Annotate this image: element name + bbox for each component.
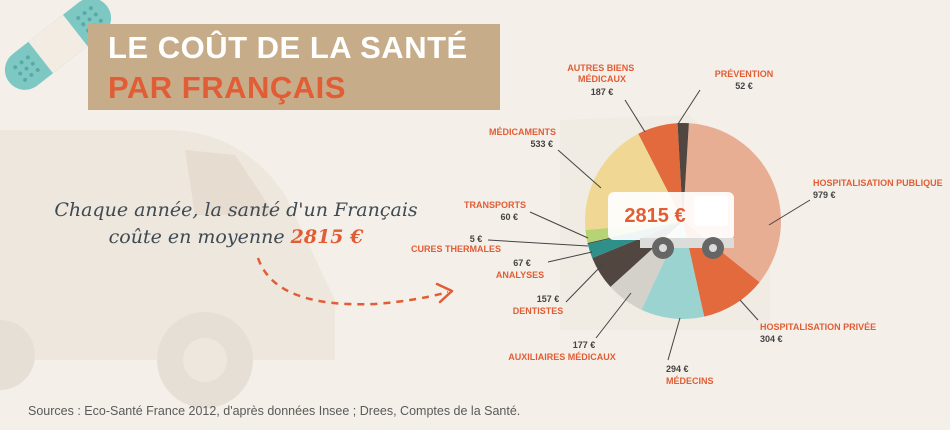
pie-slice-11 — [677, 122, 689, 221]
leader-line — [547, 251, 593, 263]
sources-note: Sources : Eco-Santé France 2012, d'après… — [28, 404, 521, 418]
leader-line — [529, 211, 589, 239]
pie-slice-3 — [641, 221, 705, 319]
leader-line — [768, 199, 811, 226]
slice-label: AUXILIAIRES MÉDICAUX — [508, 352, 616, 362]
slice-value-label: 52 € — [735, 81, 753, 91]
leader-line — [667, 317, 681, 361]
slice-value-label: 304 € — [760, 334, 783, 344]
intro-line2: coûte en moyenne — [108, 226, 285, 248]
slice-label: MÉDICAMENTS — [489, 127, 556, 137]
slice-value-label: 67 € — [513, 258, 531, 268]
title-line1: LE COÛT DE LA SANTÉ — [108, 30, 468, 65]
intro-line1: Chaque année, la santé d'un Français — [54, 199, 418, 221]
slice-label: CURES THERMALES — [411, 244, 501, 254]
slice-value-label: 187 € — [591, 87, 614, 97]
slice-label-part2: MÉDICAUX — [578, 74, 626, 84]
leader-line — [565, 263, 604, 303]
slice-value-label: 157 € — [537, 294, 560, 304]
leader-line — [677, 89, 701, 125]
slice-value-label: 60 € — [500, 212, 518, 222]
ambulance-total-badge: 2815 € — [608, 192, 734, 259]
slice-label: TRANSPORTS — [464, 200, 526, 210]
total-amount: 2815 € — [624, 205, 685, 227]
title-line2: PAR FRANÇAIS — [108, 70, 346, 105]
slice-value-label: 979 € — [813, 190, 836, 200]
slice-value-label: 5 € — [470, 234, 483, 244]
leader-line — [739, 299, 759, 321]
leader-line — [595, 292, 632, 339]
title-banner — [88, 24, 500, 110]
slice-label: DENTISTES — [513, 306, 564, 316]
slice-label: HOSPITALISATION PRIVÉE — [760, 322, 876, 332]
slice-label-group: HOSPITALISATION PUBLIQUE 979 € HOSPITALI… — [411, 63, 943, 386]
intro-text: Chaque année, la santé d'un Français coû… — [40, 197, 432, 251]
intro-amount: 2815 € — [290, 226, 364, 248]
slice-value-label: 533 € — [530, 139, 553, 149]
leader-line — [557, 149, 602, 189]
slice-label: HOSPITALISATION PUBLIQUE — [813, 178, 943, 188]
slice-value-label: 177 € — [573, 340, 596, 350]
slice-value-label: 294 € — [666, 364, 689, 374]
slice-label: MÉDECINS — [666, 376, 714, 386]
slice-label: ANALYSES — [496, 270, 544, 280]
leader-line — [624, 99, 646, 133]
slice-label: PRÉVENTION — [715, 69, 774, 79]
slice-label: AUTRES BIENS MÉDICAUX — [567, 63, 637, 84]
slice-label-part1: AUTRES BIENS — [567, 63, 634, 73]
leader-line — [487, 239, 589, 247]
